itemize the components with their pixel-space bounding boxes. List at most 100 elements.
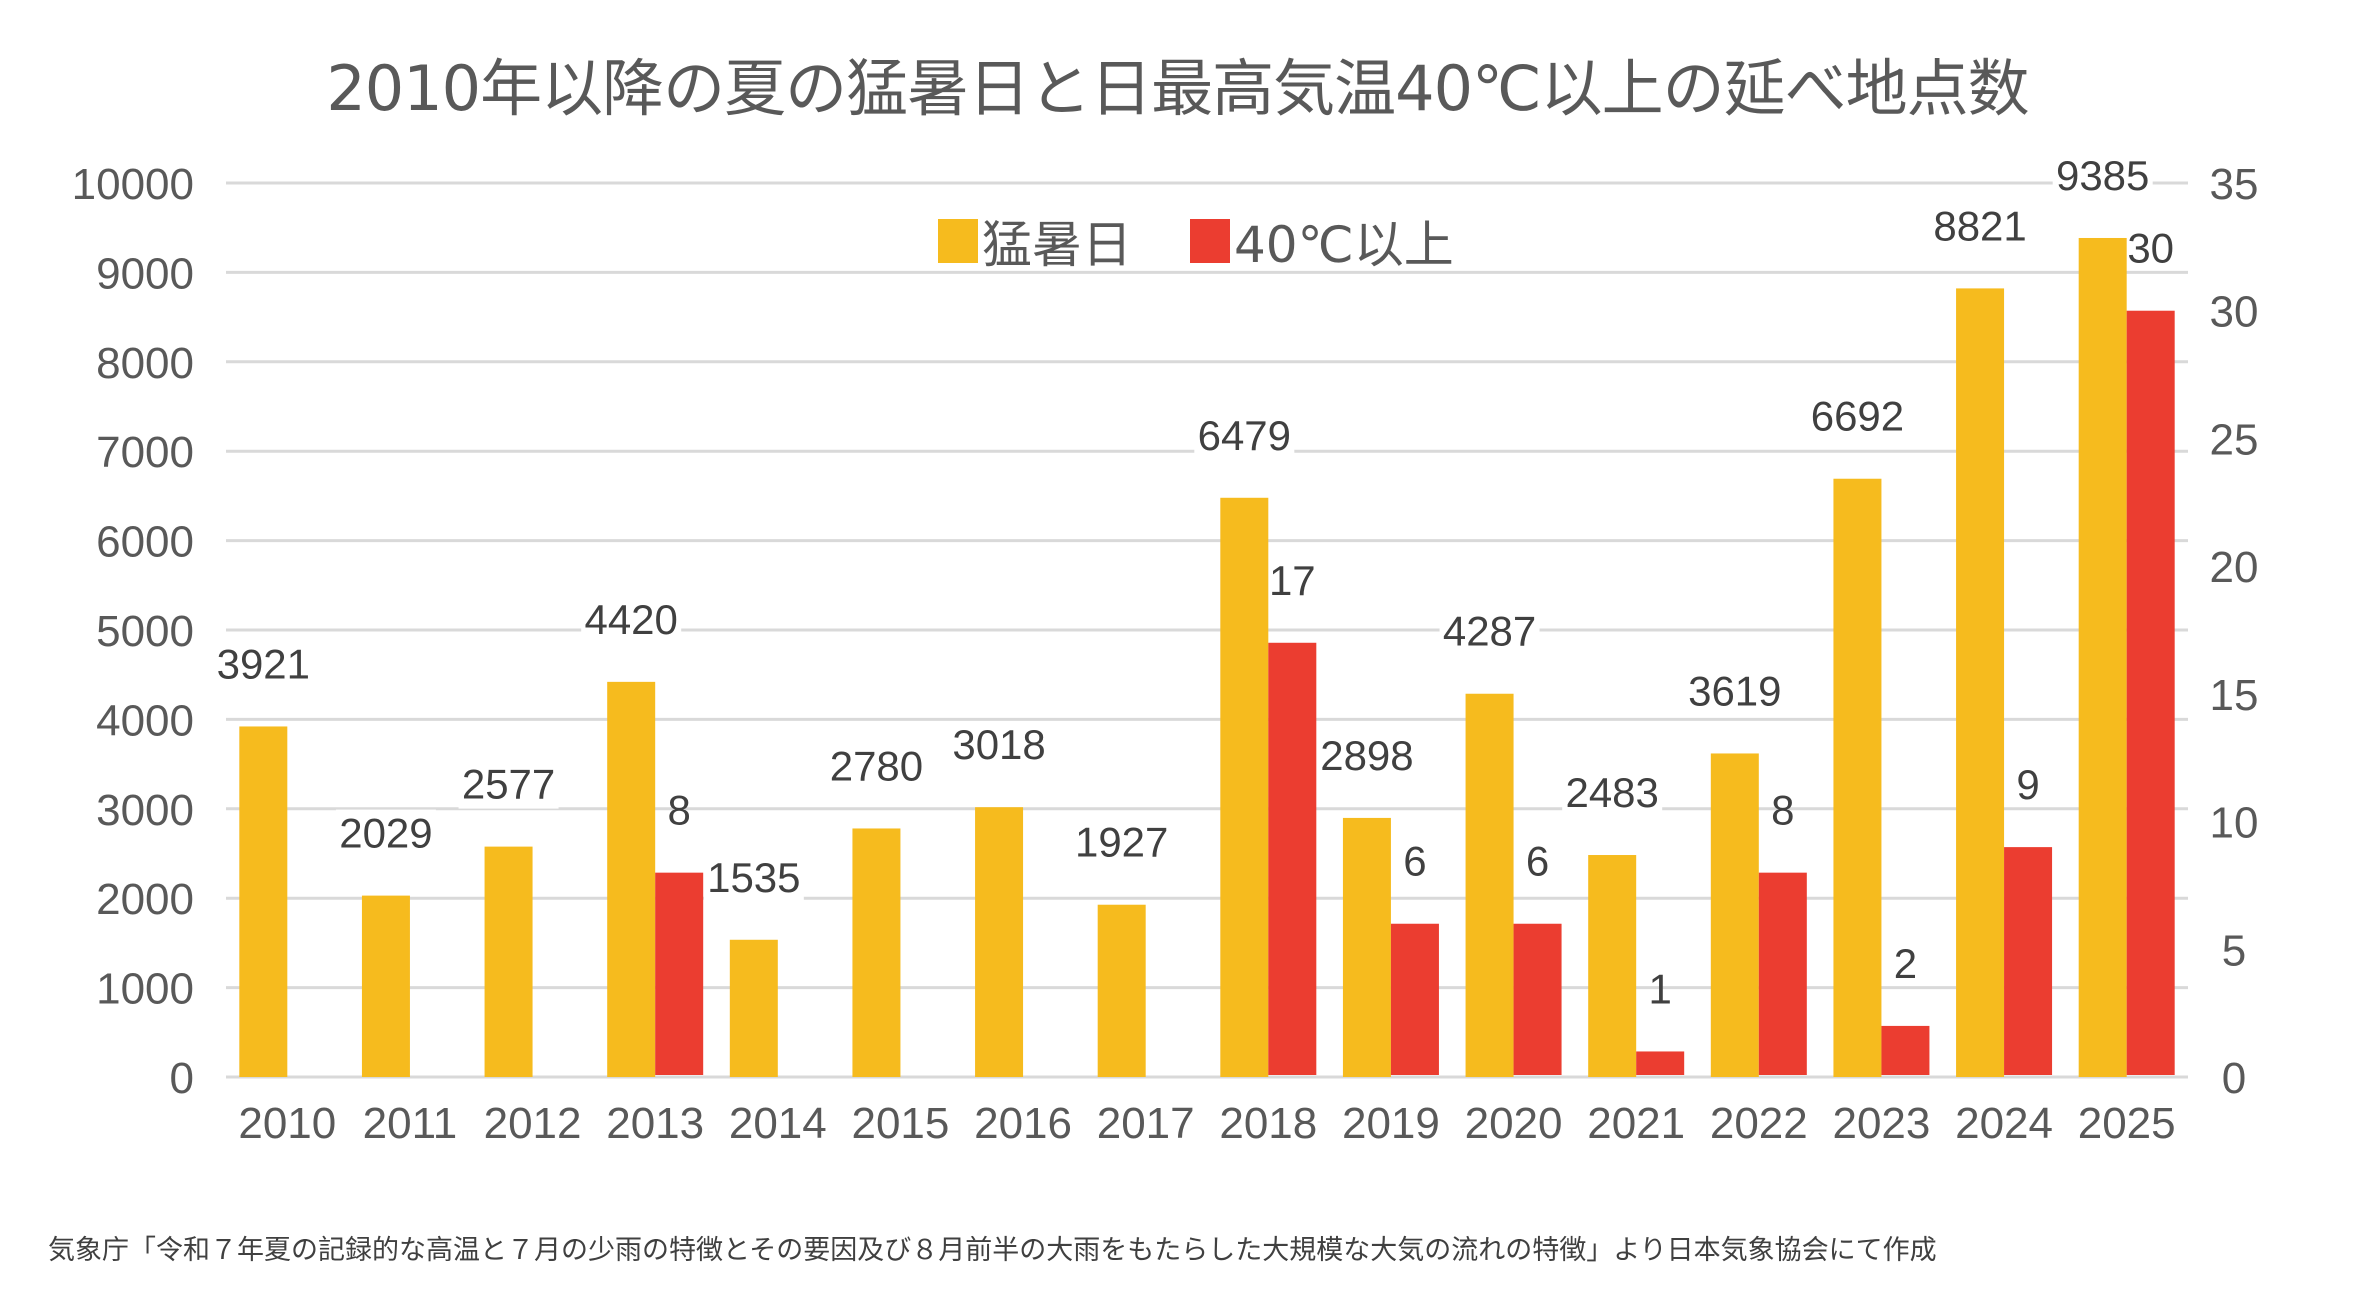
data-label-bg (1562, 769, 1663, 818)
left-axis-tick-label: 6000 (96, 518, 194, 567)
left-axis-tick-label: 9000 (96, 249, 194, 298)
right-axis-tick-label: 35 (2210, 160, 2259, 209)
left-axis-tick-label: 1000 (96, 965, 194, 1014)
left-axis-ticks: 0 1000 2000 3000 4000 5000 6000 7000 8000 9000 100… (72, 160, 194, 1103)
right-axis-tick-label: 30 (2210, 288, 2259, 337)
bar-40c (1636, 1051, 1685, 1075)
bar-moshobi (1588, 855, 1637, 1077)
left-axis-tick-label: 3000 (96, 786, 194, 835)
data-label-40c: 8 (668, 787, 691, 834)
data-label-moshobi: 4287 (1443, 608, 1536, 655)
data-label-bg (826, 742, 927, 791)
x-axis-tick-label: 2012 (484, 1099, 582, 1148)
data-label-moshobi: 2483 (1565, 769, 1658, 816)
x-axis-ticks: 2010 2011 2012 2013 2014 2015 2016 2017 2018 2019… (238, 1099, 2175, 1148)
bar-40c (2004, 847, 2053, 1075)
x-axis-tick-label: 2017 (1097, 1099, 1195, 1148)
left-axis-tick-label: 2000 (96, 875, 194, 924)
x-axis-tick-label: 2010 (238, 1099, 336, 1148)
bar-moshobi (2078, 237, 2127, 1077)
chart-title: 2010年以降の夏の猛暑日と日最高気温40℃以上の延べ地点数 (326, 52, 2029, 125)
data-label-40c: 1 (1649, 965, 1672, 1012)
data-label-moshobi: 9385 (2056, 152, 2149, 199)
x-axis-tick-label: 2019 (1342, 1099, 1440, 1148)
right-axis-tick-label: 25 (2210, 415, 2259, 464)
data-label-moshobi: 8821 (1933, 202, 2026, 249)
left-axis-tick-label: 5000 (96, 607, 194, 656)
x-axis-tick-label: 2024 (1955, 1099, 2053, 1148)
data-label-moshobi: 2577 (462, 761, 555, 808)
bar-moshobi (239, 726, 288, 1077)
left-axis-tick-label: 10000 (72, 160, 194, 209)
bar-moshobi (729, 939, 778, 1077)
data-label-moshobi: 2780 (830, 742, 923, 789)
right-axis-tick-label: 0 (2222, 1054, 2246, 1103)
legend-item-40c: 40℃以上 (1190, 205, 1454, 277)
right-axis-ticks: 0 5 10 15 20 25 30 35 (2210, 160, 2259, 1103)
bar-moshobi (852, 828, 901, 1077)
bar-40c (1390, 923, 1439, 1075)
legend: 猛暑日 40℃以上 (938, 205, 1512, 277)
legend-label-moshobi: 猛暑日 (982, 216, 1132, 274)
data-label-moshobi: 3921 (217, 640, 310, 687)
data-label-moshobi: 2029 (339, 810, 432, 857)
legend-item-moshobi: 猛暑日 (938, 205, 1132, 277)
bar-moshobi (1833, 478, 1882, 1077)
left-axis-tick-label: 8000 (96, 339, 194, 388)
right-axis-tick-label: 10 (2210, 799, 2259, 848)
x-axis-tick-label: 2015 (851, 1099, 949, 1148)
data-label-moshobi: 3619 (1688, 667, 1781, 714)
bar-moshobi (1097, 904, 1146, 1077)
data-label-bg (1071, 818, 1172, 867)
left-axis-tick-label: 0 (170, 1054, 194, 1103)
data-label-bg (1930, 202, 2031, 251)
data-label-40c: 30 (2127, 225, 2174, 272)
source-footnote: 気象庁「令和７年夏の記録的な高温と７月の少雨の特徴とその要因及び８月前半の大雨を… (48, 1235, 1937, 1266)
bar-40c (2126, 310, 2175, 1075)
x-axis-tick-label: 2022 (1710, 1099, 1808, 1148)
data-label-40c: 2 (1894, 940, 1917, 987)
data-label-moshobi: 4420 (584, 596, 677, 643)
bar-40c (1881, 1025, 1930, 1075)
data-label-moshobi: 3018 (952, 721, 1045, 768)
legend-swatch-40c (1190, 219, 1230, 263)
data-label-bg (213, 640, 314, 689)
data-label-bg (1684, 667, 1785, 716)
data-label-bg (1807, 392, 1908, 441)
data-label-bg (1194, 411, 1295, 460)
left-axis-tick-label: 4000 (96, 696, 194, 745)
x-axis-tick-label: 2023 (1832, 1099, 1930, 1148)
x-axis-tick-label: 2011 (363, 1099, 458, 1148)
legend-swatch-moshobi (938, 219, 978, 263)
data-label-moshobi: 2898 (1320, 732, 1413, 779)
bar-moshobi (1342, 817, 1391, 1077)
data-label-bg (1439, 607, 1540, 656)
data-label-40c: 9 (2016, 761, 2039, 808)
bar-moshobi (1220, 497, 1269, 1077)
right-axis-tick-label: 15 (2210, 671, 2259, 720)
bar-moshobi (1710, 753, 1759, 1077)
data-label-bg (1316, 731, 1417, 780)
data-label-moshobi: 1535 (707, 854, 800, 901)
data-label-bg (581, 595, 682, 644)
x-axis-tick-label: 2013 (606, 1099, 704, 1148)
legend-label-40c: 40℃以上 (1234, 216, 1454, 274)
x-axis-tick-label: 2020 (1465, 1099, 1563, 1148)
bar-moshobi (484, 846, 533, 1077)
x-axis-tick-label: 2025 (2078, 1099, 2176, 1148)
bars (239, 237, 2175, 1077)
data-label-bg (703, 853, 804, 902)
bar-40c (1268, 642, 1317, 1075)
data-label-40c: 8 (1771, 787, 1794, 834)
left-axis-tick-label: 7000 (96, 428, 194, 477)
data-label-moshobi: 6692 (1811, 393, 1904, 440)
x-axis-tick-label: 2016 (974, 1099, 1072, 1148)
x-axis-tick-label: 2018 (1219, 1099, 1317, 1148)
data-label-40c: 6 (1526, 838, 1549, 885)
bar-40c (1758, 872, 1807, 1075)
bar-moshobi (975, 807, 1024, 1077)
bar-40c (1513, 923, 1562, 1075)
bar-moshobi (361, 895, 410, 1077)
